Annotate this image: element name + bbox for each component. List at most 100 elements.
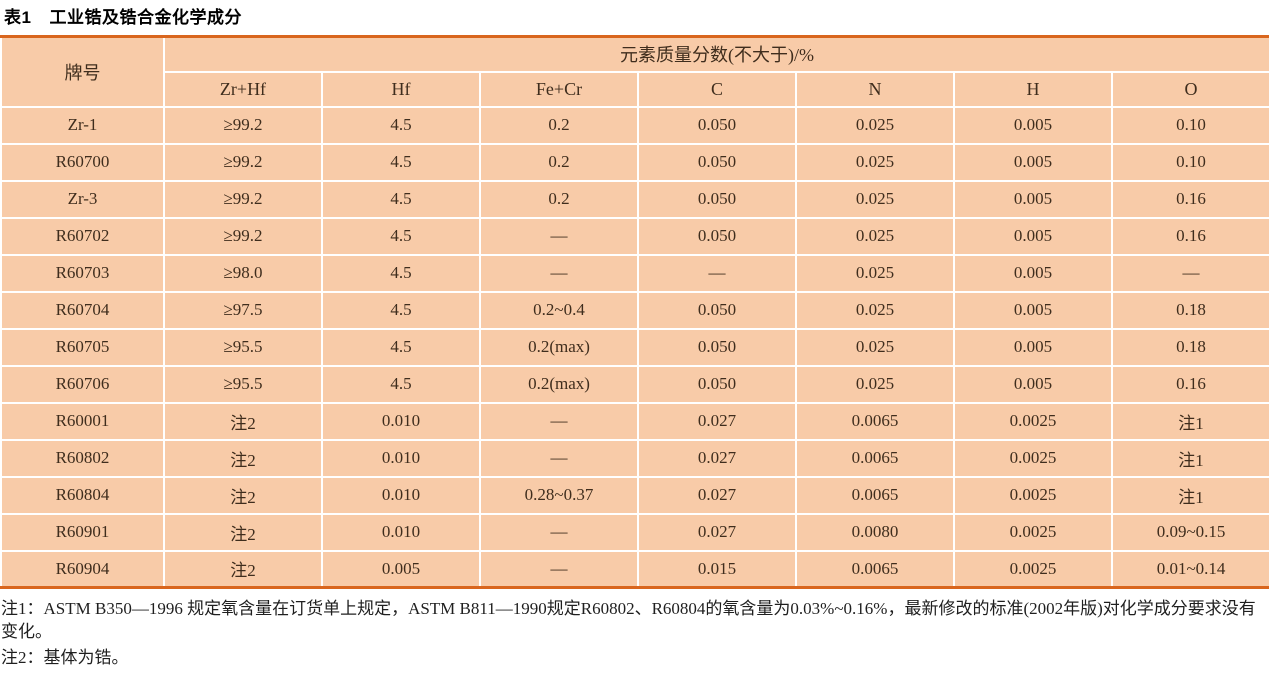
table-caption: 工业锆及锆合金化学成分 (49, 8, 242, 27)
table-row: R60001 注2 0.010 — 0.027 0.0065 0.0025 注1 (0, 401, 1269, 441)
value-cell: 0.005 (321, 549, 481, 589)
value-cell: 0.0065 (795, 401, 955, 441)
value-cell: ≥99.2 (163, 142, 323, 182)
value-cell: 0.16 (1110, 364, 1269, 404)
value-cell: 0.10 (1110, 142, 1269, 182)
value-cell: 0.050 (637, 364, 797, 404)
header-col-h: H (953, 70, 1113, 108)
value-cell: 0.2(max) (479, 327, 639, 367)
table-row: R60802 注2 0.010 — 0.027 0.0065 0.0025 注1 (0, 438, 1269, 478)
value-cell: 0.027 (637, 512, 797, 552)
value-cell: 0.005 (953, 253, 1113, 293)
value-cell: 0.027 (637, 438, 797, 478)
value-cell: 0.2~0.4 (479, 290, 639, 330)
value-cell: ≥95.5 (163, 364, 323, 404)
value-cell: 0.050 (637, 179, 797, 219)
value-cell: — (479, 438, 639, 478)
value-cell: 0.010 (321, 438, 481, 478)
value-cell: 0.015 (637, 549, 797, 589)
table-row: R60904 注2 0.005 — 0.015 0.0065 0.0025 0.… (0, 549, 1269, 589)
value-cell: 4.5 (321, 327, 481, 367)
grade-cell: R60802 (0, 438, 165, 478)
value-cell: — (637, 253, 797, 293)
value-cell: 0.050 (637, 142, 797, 182)
value-cell: 0.0025 (953, 438, 1113, 478)
value-cell: 0.025 (795, 179, 955, 219)
value-cell: 0.28~0.37 (479, 475, 639, 515)
grade-cell: Zr-1 (0, 105, 165, 145)
footnotes: 注1：ASTM B350—1996 规定氧含量在订货单上规定，ASTM B811… (0, 597, 1269, 669)
value-cell: 0.0025 (953, 549, 1113, 589)
composition-table: 牌号 元素质量分数(不大于)/% Zr+Hf Hf Fe+Cr C N H O … (0, 35, 1269, 589)
table-row: Zr-3 ≥99.2 4.5 0.2 0.050 0.025 0.005 0.1… (0, 179, 1269, 219)
value-cell: 0.005 (953, 105, 1113, 145)
value-cell: 0.010 (321, 401, 481, 441)
table-row: R60704 ≥97.5 4.5 0.2~0.4 0.050 0.025 0.0… (0, 290, 1269, 330)
grade-cell: R60700 (0, 142, 165, 182)
value-cell: 0.025 (795, 290, 955, 330)
header-col-zr-hf: Zr+Hf (163, 70, 323, 108)
value-cell: 0.16 (1110, 179, 1269, 219)
value-cell: 0.2 (479, 142, 639, 182)
value-cell: 0.005 (953, 216, 1113, 256)
grade-cell: R60804 (0, 475, 165, 515)
value-cell: 0.0025 (953, 475, 1113, 515)
value-cell: 0.2 (479, 179, 639, 219)
value-cell: 注2 (163, 475, 323, 515)
header-grade: 牌号 (0, 35, 165, 108)
table-body: Zr-1 ≥99.2 4.5 0.2 0.050 0.025 0.005 0.1… (0, 105, 1269, 589)
table-row: R60702 ≥99.2 4.5 — 0.050 0.025 0.005 0.1… (0, 216, 1269, 256)
value-cell: 0.027 (637, 475, 797, 515)
grade-cell: R60703 (0, 253, 165, 293)
value-cell: 0.025 (795, 253, 955, 293)
value-cell: — (1110, 253, 1269, 293)
table-row: R60700 ≥99.2 4.5 0.2 0.050 0.025 0.005 0… (0, 142, 1269, 182)
value-cell: 4.5 (321, 364, 481, 404)
value-cell: ≥95.5 (163, 327, 323, 367)
value-cell: 0.050 (637, 105, 797, 145)
value-cell: 0.025 (795, 364, 955, 404)
value-cell: 0.050 (637, 290, 797, 330)
value-cell: 注2 (163, 549, 323, 589)
value-cell: 0.025 (795, 105, 955, 145)
table-row: R60703 ≥98.0 4.5 — — 0.025 0.005 — (0, 253, 1269, 293)
value-cell: 0.16 (1110, 216, 1269, 256)
value-cell: 0.10 (1110, 105, 1269, 145)
table-row: R60705 ≥95.5 4.5 0.2(max) 0.050 0.025 0.… (0, 327, 1269, 367)
value-cell: 0.01~0.14 (1110, 549, 1269, 589)
value-cell: ≥99.2 (163, 105, 323, 145)
value-cell: 0.005 (953, 364, 1113, 404)
value-cell: ≥97.5 (163, 290, 323, 330)
value-cell: ≥99.2 (163, 179, 323, 219)
grade-cell: Zr-3 (0, 179, 165, 219)
value-cell: 注1 (1110, 401, 1269, 441)
header-row-group: 牌号 元素质量分数(不大于)/% (0, 35, 1269, 108)
value-cell: 0.005 (953, 142, 1113, 182)
value-cell: 注1 (1110, 438, 1269, 478)
table-row: R60901 注2 0.010 — 0.027 0.0080 0.0025 0.… (0, 512, 1269, 552)
table-header: 牌号 元素质量分数(不大于)/% Zr+Hf Hf Fe+Cr C N H O (0, 35, 1269, 108)
grade-cell: R60901 (0, 512, 165, 552)
value-cell: 4.5 (321, 179, 481, 219)
value-cell: 注2 (163, 438, 323, 478)
grade-cell: R60001 (0, 401, 165, 441)
value-cell: 0.18 (1110, 327, 1269, 367)
value-cell: — (479, 401, 639, 441)
table-row: Zr-1 ≥99.2 4.5 0.2 0.050 0.025 0.005 0.1… (0, 105, 1269, 145)
grade-cell: R60706 (0, 364, 165, 404)
value-cell: ≥99.2 (163, 216, 323, 256)
value-cell: 0.005 (953, 179, 1113, 219)
grade-cell: R60705 (0, 327, 165, 367)
table-title: 表1 工业锆及锆合金化学成分 (4, 3, 1269, 28)
value-cell: 0.09~0.15 (1110, 512, 1269, 552)
header-col-c: C (637, 70, 797, 108)
header-col-n: N (795, 70, 955, 108)
value-cell: 0.005 (953, 290, 1113, 330)
value-cell: 0.0025 (953, 401, 1113, 441)
value-cell: 0.2(max) (479, 364, 639, 404)
value-cell: 0.0065 (795, 438, 955, 478)
table-row: R60706 ≥95.5 4.5 0.2(max) 0.050 0.025 0.… (0, 364, 1269, 404)
value-cell: 0.025 (795, 327, 955, 367)
table-row: R60804 注2 0.010 0.28~0.37 0.027 0.0065 0… (0, 475, 1269, 515)
value-cell: — (479, 512, 639, 552)
